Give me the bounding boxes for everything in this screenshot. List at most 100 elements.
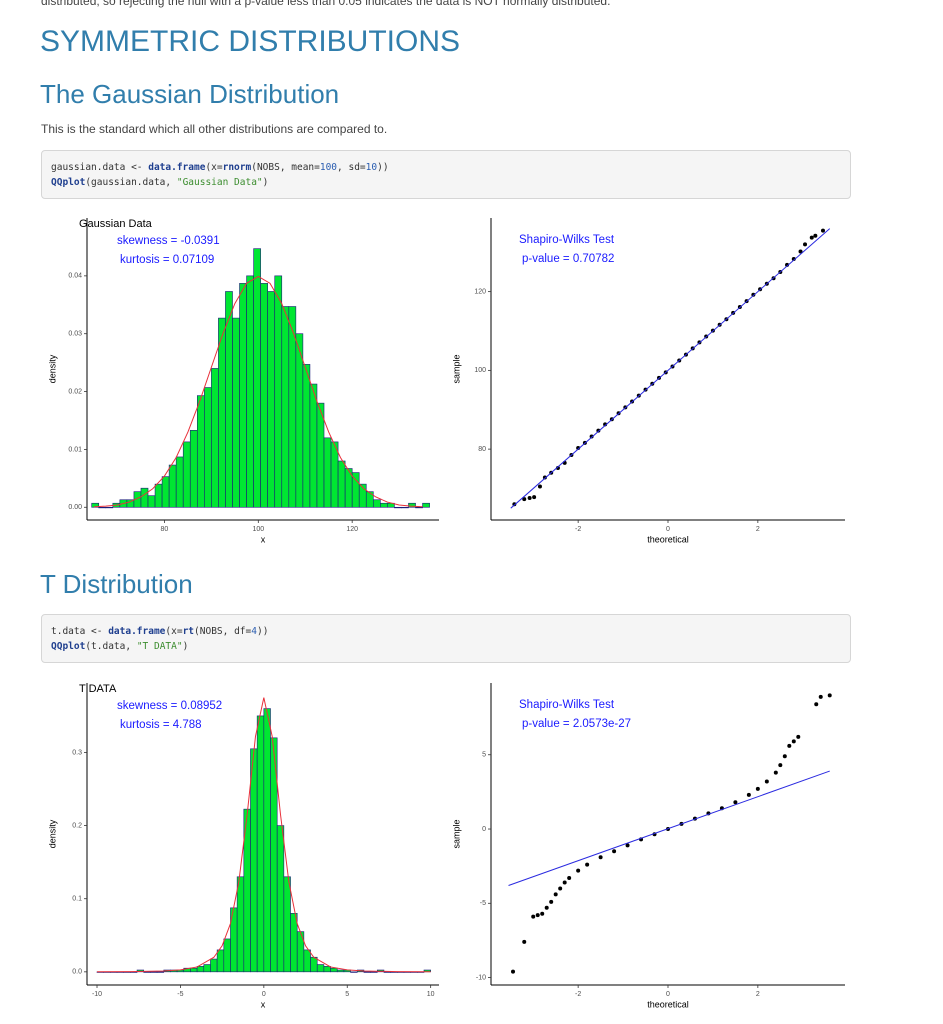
section-text: This is the standard which all other dis… xyxy=(41,122,388,136)
histogram-bar xyxy=(256,715,265,973)
qq-point xyxy=(511,969,516,974)
code-line: gaussian.data <- data.frame(x=rnorm(NOBS… xyxy=(51,162,389,173)
qq-point xyxy=(540,911,545,916)
histogram-bar xyxy=(250,748,258,973)
qq-point xyxy=(535,913,540,918)
histogram-bar xyxy=(323,437,332,508)
qq-point xyxy=(603,422,608,427)
qq-point xyxy=(562,880,567,885)
qq-point xyxy=(764,779,769,784)
x-tick-label: -5 xyxy=(177,991,183,998)
qq-point xyxy=(785,262,790,267)
histogram-bar xyxy=(394,506,402,509)
code-line: QQplot(gaussian.data, "Gaussian Data") xyxy=(51,177,269,188)
y-tick-label: -10 xyxy=(476,974,486,981)
y-tick-label: 0.00 xyxy=(68,504,82,511)
x-tick-label: 0 xyxy=(666,991,670,998)
annotation: p-value = 0.70782 xyxy=(522,253,614,265)
intro-fragment: distributed, so rejecting the null with … xyxy=(41,0,611,8)
code-line: t.data <- data.frame(x=rt(NOBS, df=4)) xyxy=(51,626,269,637)
y-axis-label: sample xyxy=(451,354,461,383)
histogram-bar xyxy=(260,283,268,508)
qq-point xyxy=(773,770,778,775)
histogram-bar xyxy=(303,949,311,973)
histogram-bar xyxy=(408,502,416,508)
qq-point xyxy=(809,235,814,240)
histogram-bar xyxy=(203,964,211,973)
histogram-bar xyxy=(302,364,311,508)
x-tick-label: 0 xyxy=(666,526,670,533)
qq-point xyxy=(820,228,825,233)
histogram-bar xyxy=(154,483,163,508)
histogram-bar xyxy=(216,949,225,973)
histogram-bar xyxy=(196,395,205,508)
histogram-chart: 0.00 0.01 0.02 0.03 0.04 80 100 120 x density Gaus… xyxy=(47,218,439,544)
page-heading: SYMMETRIC DISTRIBUTIONS xyxy=(40,25,461,58)
histogram-bar xyxy=(182,441,191,508)
histogram-bar xyxy=(281,306,290,508)
qq-point xyxy=(818,694,823,699)
qq-point xyxy=(544,905,549,910)
qq-point xyxy=(522,497,527,502)
x-tick-label: 80 xyxy=(161,526,169,533)
qq-point xyxy=(827,693,832,698)
qq-point xyxy=(531,914,536,919)
histogram-bar xyxy=(168,464,177,508)
histogram-bar xyxy=(236,876,245,973)
y-tick-label: 0.3 xyxy=(72,749,82,756)
histogram-bar xyxy=(218,317,226,508)
annotation: Shapiro-Wilks Test xyxy=(519,699,615,711)
histogram-bar xyxy=(370,971,378,973)
annotation: Shapiro-Wilks Test xyxy=(519,234,615,246)
histogram-bar xyxy=(253,248,261,508)
histogram-bar xyxy=(211,368,219,508)
histogram-bar xyxy=(210,958,218,973)
histogram-bar xyxy=(189,430,198,508)
histogram-bar xyxy=(330,967,338,973)
histogram-bar xyxy=(267,291,276,508)
annotation: kurtosis = 0.07109 xyxy=(120,254,214,266)
code-block: gaussian.data <- data.frame(x=rnorm(NOBS… xyxy=(41,150,851,199)
qq-chart: -10 -5 0 5 -2 0 2 theoretical sample Shapiro-Wilk… xyxy=(451,683,845,1009)
histogram-chart: 0.0 0.1 0.2 0.3 -10 -5 0 5 10 x density T DATAskewn… xyxy=(47,683,439,1009)
y-tick-label: 0.04 xyxy=(68,273,82,280)
histogram-bar xyxy=(316,964,325,973)
histogram-bar xyxy=(91,502,100,508)
density-curve xyxy=(97,697,431,973)
qq-point xyxy=(537,484,542,489)
qq-point xyxy=(625,843,630,848)
x-axis-label: x xyxy=(261,999,266,1009)
histogram-bar xyxy=(350,971,358,973)
histogram-bar xyxy=(422,502,430,508)
histogram-bar xyxy=(204,387,212,508)
qq-point xyxy=(755,786,760,791)
y-tick-label: 0.0 xyxy=(72,969,82,976)
x-axis-label: x xyxy=(261,534,266,544)
qq-point xyxy=(555,466,560,471)
y-axis-label: sample xyxy=(451,819,461,848)
histogram-bar xyxy=(232,317,240,508)
histogram-bar xyxy=(140,487,149,508)
x-axis-label: theoretical xyxy=(647,534,689,544)
section-title: The Gaussian Distribution xyxy=(40,79,340,109)
annotation: kurtosis = 4.788 xyxy=(120,719,202,731)
x-tick-label: 10 xyxy=(427,991,435,998)
annotation: skewness = 0.08952 xyxy=(117,700,222,712)
density-curve xyxy=(94,275,423,508)
histogram-bar xyxy=(316,402,325,508)
histogram-bar xyxy=(363,971,371,973)
x-tick-label: 100 xyxy=(252,526,264,533)
histogram-bar xyxy=(336,969,345,973)
histogram-bar xyxy=(310,956,318,973)
y-tick-label: 100 xyxy=(474,367,486,374)
annotation: p-value = 2.0573e-27 xyxy=(522,718,631,730)
y-axis-label: density xyxy=(47,354,57,383)
histogram-bar xyxy=(309,383,318,508)
histogram-bar xyxy=(223,938,231,973)
x-tick-label: 5 xyxy=(345,991,349,998)
y-tick-label: 80 xyxy=(478,446,486,453)
chart-title: T DATA xyxy=(79,683,117,695)
y-axis-label: density xyxy=(47,819,57,848)
y-tick-label: 0.2 xyxy=(72,822,82,829)
